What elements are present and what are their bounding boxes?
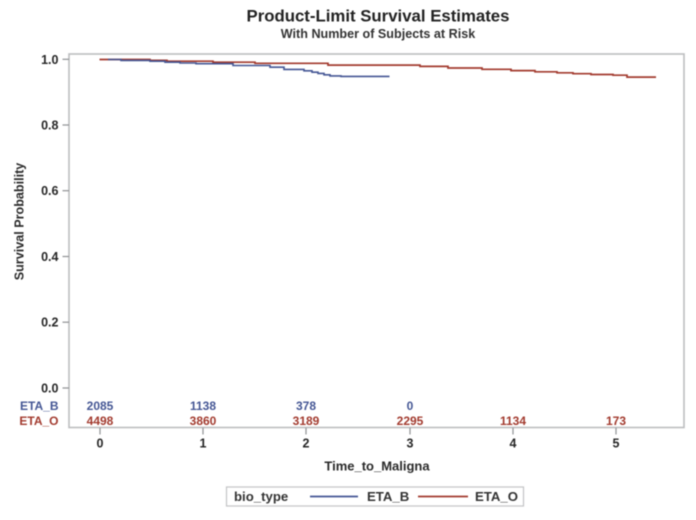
svg-text:Survival Probability: Survival Probability	[13, 163, 27, 281]
svg-text:5: 5	[613, 437, 620, 451]
svg-text:3: 3	[407, 437, 414, 451]
svg-text:bio_type: bio_type	[234, 489, 288, 504]
svg-text:2295: 2295	[397, 414, 424, 428]
svg-text:2: 2	[303, 437, 310, 451]
svg-text:0: 0	[407, 399, 414, 413]
svg-text:4: 4	[510, 437, 517, 451]
svg-text:0: 0	[97, 437, 104, 451]
svg-text:2085: 2085	[87, 399, 114, 413]
svg-text:ETA_O: ETA_O	[475, 489, 518, 504]
svg-text:ETA_B: ETA_B	[20, 399, 59, 413]
svg-text:1138: 1138	[190, 399, 216, 413]
svg-text:1: 1	[200, 437, 207, 451]
svg-text:0.6: 0.6	[41, 184, 58, 198]
svg-text:Product-Limit Survival Estimat: Product-Limit Survival Estimates	[247, 7, 510, 26]
svg-text:4498: 4498	[87, 414, 114, 428]
svg-text:With Number of Subjects at Ris: With Number of Subjects at Risk	[281, 27, 476, 41]
svg-text:0.4: 0.4	[41, 250, 58, 264]
svg-text:173: 173	[606, 414, 626, 428]
svg-text:378: 378	[296, 399, 316, 413]
svg-text:ETA_O: ETA_O	[19, 414, 58, 428]
svg-text:3860: 3860	[190, 414, 217, 428]
svg-text:Time_to_Maligna: Time_to_Maligna	[324, 459, 430, 474]
svg-text:1134: 1134	[500, 414, 526, 428]
svg-text:0.0: 0.0	[41, 382, 58, 396]
svg-text:1.0: 1.0	[41, 53, 58, 67]
svg-text:0.8: 0.8	[41, 119, 58, 133]
svg-text:0.2: 0.2	[41, 316, 58, 330]
svg-text:ETA_B: ETA_B	[367, 489, 409, 504]
svg-text:3189: 3189	[293, 414, 320, 428]
